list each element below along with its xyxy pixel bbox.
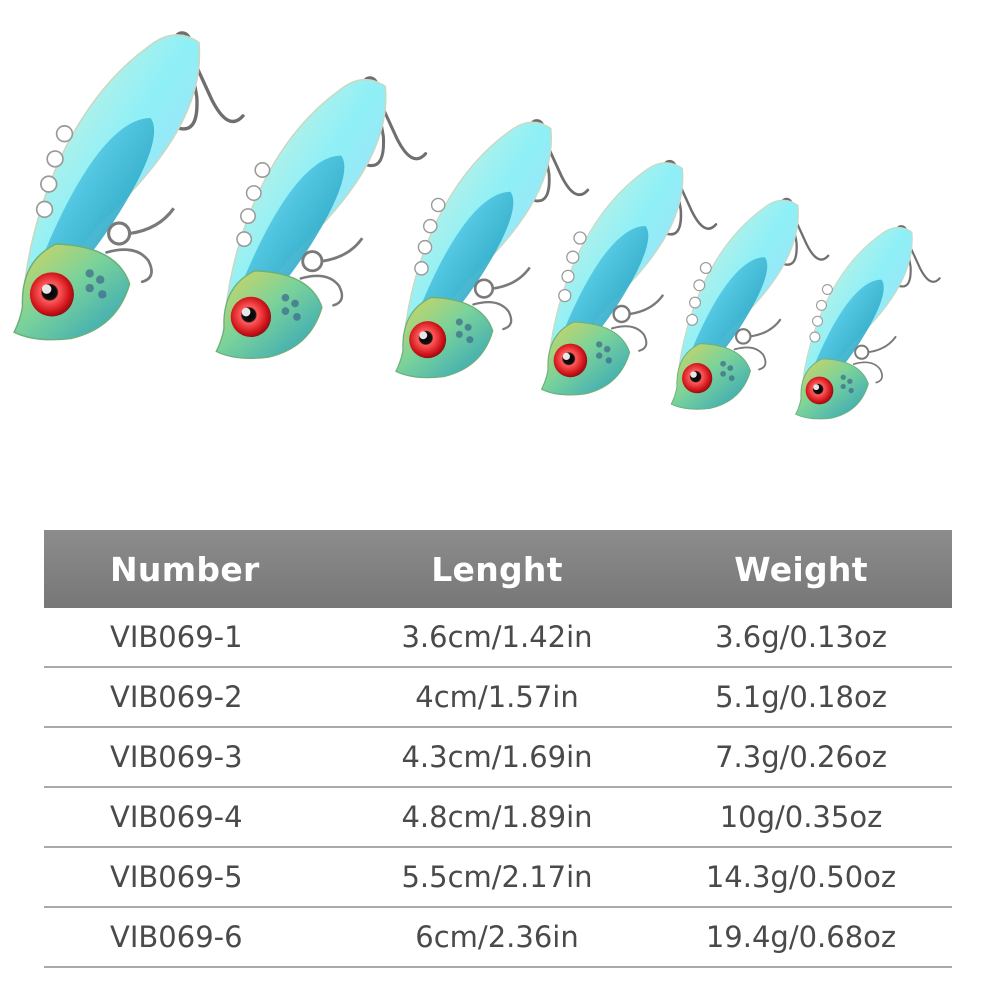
table-row: VIB069-1 3.6cm/1.42in 3.6g/0.13oz [44, 608, 952, 668]
lure-product-photo [12, 31, 941, 421]
lure-size-2 [214, 76, 428, 360]
cell-weight: 3.6g/0.13oz [650, 608, 952, 668]
cell-number: VIB069-6 [44, 907, 344, 968]
cell-length: 4.3cm/1.69in [344, 727, 650, 788]
cell-number: VIB069-3 [44, 727, 344, 788]
cell-number: VIB069-1 [44, 608, 344, 668]
cell-weight: 19.4g/0.68oz [650, 907, 952, 968]
table-row: VIB069-2 4cm/1.57in 5.1g/0.18oz [44, 667, 952, 728]
cell-number: VIB069-2 [44, 667, 344, 728]
cell-length: 5.5cm/2.17in [344, 847, 650, 908]
table-row: VIB069-3 4.3cm/1.69in 7.3g/0.26oz [44, 727, 952, 788]
cell-weight: 7.3g/0.26oz [650, 727, 952, 788]
table-row: VIB069-4 4.8cm/1.89in 10g/0.35oz [44, 787, 952, 848]
cell-weight: 5.1g/0.18oz [650, 667, 952, 728]
table-row: VIB069-5 5.5cm/2.17in 14.3g/0.50oz [44, 847, 952, 908]
cell-number: VIB069-5 [44, 847, 344, 908]
table-row: VIB069-6 6cm/2.36in 19.4g/0.68oz [44, 907, 952, 968]
lure-size-6 [794, 225, 941, 421]
spec-table-header: Number Lenght Weight [44, 530, 952, 608]
cell-length: 4.8cm/1.89in [344, 787, 650, 848]
header-length: Lenght [344, 530, 650, 608]
cell-length: 4cm/1.57in [344, 667, 650, 728]
cell-number: VIB069-4 [44, 787, 344, 848]
lure-size-1 [12, 31, 245, 342]
header-number: Number [44, 530, 344, 608]
cell-length: 6cm/2.36in [344, 907, 650, 968]
cell-weight: 14.3g/0.50oz [650, 847, 952, 908]
header-weight: Weight [650, 530, 952, 608]
cell-length: 3.6cm/1.42in [344, 608, 650, 668]
cell-weight: 10g/0.35oz [650, 787, 952, 848]
spec-table: Number Lenght Weight VIB069-1 3.6cm/1.42… [44, 530, 952, 968]
